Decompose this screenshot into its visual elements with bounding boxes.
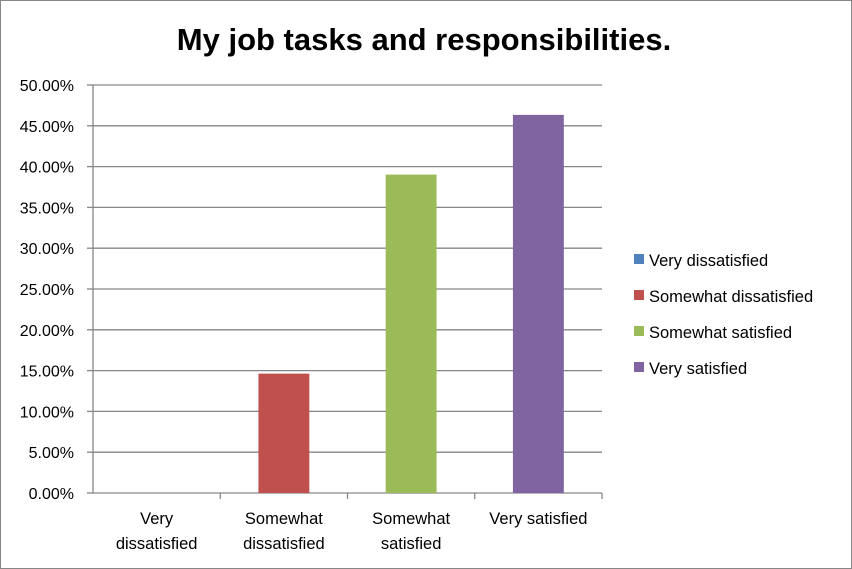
x-category-label: Somewhat dissatisfied — [243, 510, 325, 553]
x-category-label-line: Very — [140, 510, 174, 528]
y-tick-label: 50.00% — [20, 78, 74, 95]
legend-label: Very satisfied — [649, 360, 747, 378]
legend-item: Very dissatisfied — [634, 252, 768, 270]
bar — [512, 114, 564, 493]
y-tick-label: 0.00% — [29, 486, 74, 503]
legend-swatch — [634, 326, 644, 336]
legend-label: Very dissatisfied — [649, 252, 768, 270]
legend-label: Somewhat satisfied — [649, 324, 792, 342]
bar — [258, 373, 310, 493]
legend-item: Somewhat dissatisfied — [634, 288, 813, 306]
y-axis-tick-labels: 0.00% 5.00% 10.00% 15.00% 20.00% 25.00% 30.00%… — [20, 78, 74, 503]
y-tick-label: 25.00% — [20, 282, 74, 299]
bars — [258, 114, 564, 493]
x-category-label-line: dissatisfied — [243, 535, 325, 553]
y-tick-label: 45.00% — [20, 119, 74, 136]
y-tick-label: 10.00% — [20, 404, 74, 421]
y-tick-label: 5.00% — [29, 445, 74, 462]
legend-item: Very satisfied — [634, 360, 747, 378]
x-category-label-line: dissatisfied — [116, 535, 198, 553]
x-category-label-line: Somewhat — [372, 510, 450, 528]
y-tick-label: 40.00% — [20, 160, 74, 177]
y-tick-label: 30.00% — [20, 241, 74, 258]
legend: Very dissatisfied Somewhat dissatisfied So… — [634, 252, 813, 378]
y-tick-label: 35.00% — [20, 200, 74, 217]
legend-swatch — [634, 362, 644, 372]
chart-title: My job tasks and responsibilities. — [177, 22, 671, 57]
y-tick-label: 15.00% — [20, 364, 74, 381]
legend-swatch — [634, 290, 644, 300]
x-category-label: Very satisfied — [489, 510, 587, 528]
y-tick-label: 20.00% — [20, 323, 74, 340]
x-category-label-line: satisfied — [381, 535, 442, 553]
x-category-label: Very dissatisfied — [116, 510, 198, 553]
x-category-label-line: Very satisfied — [489, 510, 587, 528]
legend-item: Somewhat satisfied — [634, 324, 792, 342]
bar — [385, 174, 437, 493]
x-category-label-line: Somewhat — [245, 510, 323, 528]
legend-swatch — [634, 254, 644, 264]
legend-label: Somewhat dissatisfied — [649, 288, 813, 306]
x-category-label: Somewhat satisfied — [372, 510, 450, 553]
